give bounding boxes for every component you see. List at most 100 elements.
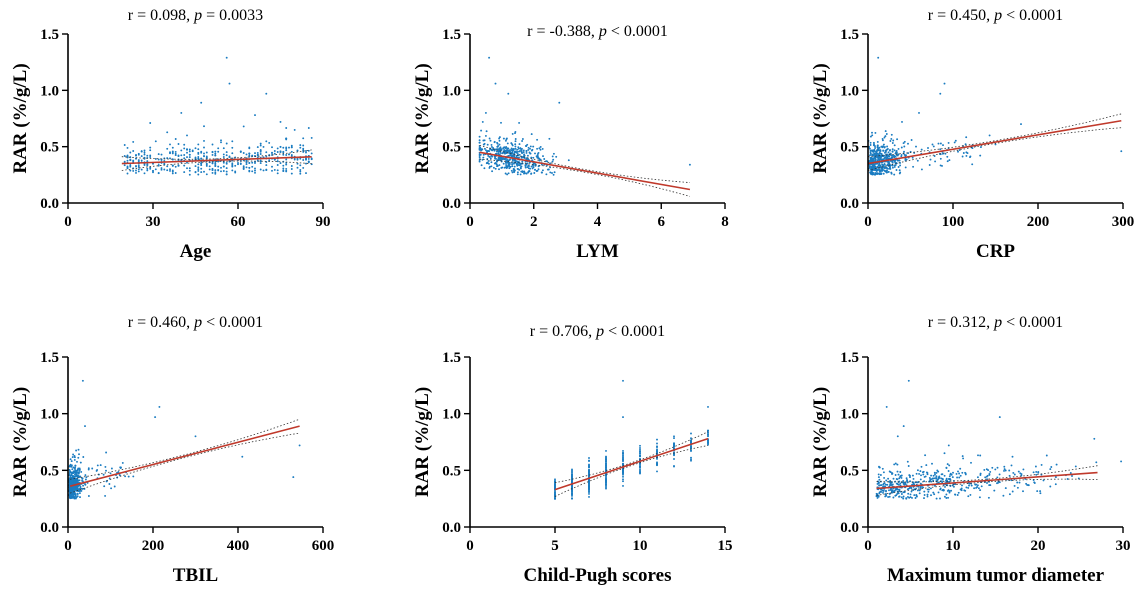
data-point: [880, 488, 883, 491]
data-point: [920, 148, 923, 151]
data-point: [214, 163, 217, 166]
data-point: [939, 142, 942, 145]
data-point: [869, 144, 872, 146]
data-point: [126, 172, 129, 175]
data-point: [622, 471, 624, 474]
data-point: [509, 154, 512, 157]
data-point: [310, 136, 313, 139]
data-point: [73, 492, 76, 495]
data-point: [72, 466, 75, 469]
ci-upper-line: [121, 149, 312, 160]
data-point: [296, 166, 299, 169]
data-point: [225, 154, 228, 157]
data-point: [964, 489, 967, 492]
data-point: [487, 154, 490, 157]
data-point: [73, 456, 76, 459]
data-point: [514, 147, 517, 150]
data-point: [513, 156, 516, 158]
data-point: [519, 167, 522, 170]
data-point: [522, 149, 525, 152]
data-point: [143, 153, 146, 156]
data-point: [962, 152, 965, 154]
data-point: [877, 473, 880, 476]
data-point: [622, 484, 624, 487]
data-point: [656, 442, 658, 445]
data-point: [188, 156, 191, 159]
data-point: [514, 130, 517, 133]
data-point: [285, 154, 288, 156]
data-point: [103, 485, 106, 488]
data-point: [1093, 437, 1096, 440]
data-point: [72, 475, 75, 478]
ci-lower-line: [867, 127, 1122, 171]
data-point: [132, 169, 135, 172]
data-point: [242, 152, 245, 154]
data-point: [953, 141, 956, 144]
data-point: [519, 147, 522, 150]
data-point: [707, 429, 709, 432]
data-point: [71, 480, 74, 482]
data-point: [203, 152, 205, 155]
data-point: [935, 476, 938, 479]
data-point: [123, 164, 126, 167]
data-point: [885, 490, 887, 493]
data-point: [491, 170, 494, 173]
data-point: [211, 167, 214, 170]
data-point: [302, 166, 305, 169]
data-point: [894, 474, 897, 476]
data-point: [217, 169, 220, 172]
data-point: [554, 486, 556, 489]
data-point: [896, 463, 899, 466]
y-tick-label: 1.0: [40, 407, 59, 423]
data-point: [488, 155, 491, 158]
data-point: [129, 151, 132, 154]
data-point: [520, 165, 523, 168]
data-point: [259, 153, 262, 155]
data-point: [943, 82, 946, 85]
data-point: [506, 158, 508, 161]
data-point: [942, 144, 944, 147]
data-point: [957, 150, 959, 153]
data-point: [1003, 465, 1006, 468]
data-point: [538, 147, 541, 150]
data-point: [518, 164, 521, 167]
data-point: [1040, 463, 1043, 466]
data-point: [533, 172, 536, 174]
data-point: [478, 146, 481, 149]
data-point: [639, 468, 641, 471]
data-point: [656, 446, 658, 449]
data-point: [488, 166, 491, 169]
data-point: [894, 462, 897, 465]
data-point: [933, 493, 936, 496]
data-point: [588, 459, 590, 462]
data-point: [588, 481, 590, 484]
data-point: [171, 146, 174, 149]
data-point: [200, 164, 203, 167]
data-point: [656, 438, 658, 441]
data-point: [898, 490, 901, 493]
data-point: [870, 170, 873, 173]
data-point: [893, 490, 896, 493]
data-point: [545, 173, 548, 176]
data-point: [531, 159, 534, 162]
data-point: [478, 155, 481, 157]
data-point: [527, 167, 530, 170]
data-point: [919, 486, 922, 489]
data-point: [933, 477, 936, 480]
data-point: [890, 156, 893, 159]
data-point: [528, 170, 531, 173]
data-point: [496, 142, 499, 145]
data-point: [871, 134, 874, 137]
data-point: [490, 145, 493, 148]
data-point: [225, 142, 228, 145]
data-point: [71, 482, 74, 485]
data-point: [878, 492, 881, 495]
y-tick-label: 1.5: [40, 27, 59, 43]
data-point: [174, 150, 177, 153]
data-point: [937, 491, 940, 494]
data-point: [639, 452, 641, 455]
data-point: [912, 477, 915, 480]
data-point: [305, 162, 307, 165]
data-point: [931, 477, 934, 480]
data-point: [194, 165, 197, 168]
